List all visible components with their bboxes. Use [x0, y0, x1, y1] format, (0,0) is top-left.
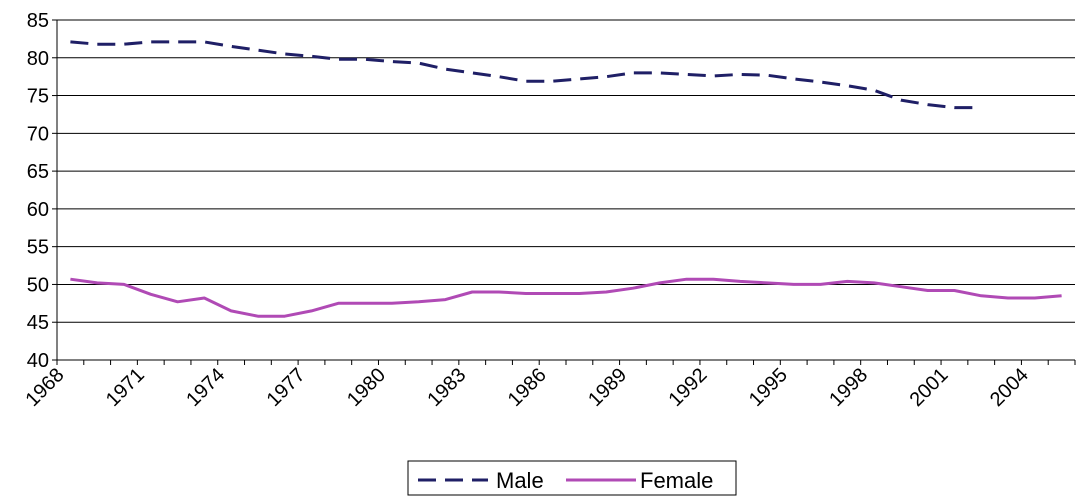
x-tick-label: 1995 [745, 364, 792, 411]
y-tick-label: 80 [27, 48, 49, 70]
y-tick-label: 40 [27, 350, 49, 372]
x-tick-label: 1977 [263, 364, 310, 411]
y-tick-label: 65 [27, 161, 49, 183]
series-lines [70, 40, 1062, 318]
x-tick-label: 1989 [584, 364, 631, 411]
y-tick-label: 85 [27, 10, 49, 32]
x-tick-label: 1992 [664, 364, 711, 411]
y-tick-label: 45 [27, 312, 49, 334]
legend: Male Female [407, 460, 737, 496]
x-tick-label: 1974 [182, 364, 229, 411]
x-tick-label: 1971 [102, 364, 149, 411]
legend-box [407, 460, 737, 496]
legend-label-female: Female [640, 468, 713, 493]
x-tick-label: 2001 [906, 364, 953, 411]
y-tick-label: 50 [27, 274, 49, 296]
series-line-male [70, 40, 982, 110]
y-tick-labels: 40 45 50 55 60 65 70 75 80 85 [27, 10, 49, 372]
x-tick-label: 1998 [825, 364, 872, 411]
y-tick-label: 75 [27, 86, 49, 108]
y-tick-label: 60 [27, 199, 49, 221]
x-tick-label: 2004 [986, 364, 1033, 411]
legend-label-male: Male [496, 468, 544, 493]
y-tick-label: 70 [27, 123, 49, 145]
series-line-female [70, 277, 1062, 318]
x-tick-label: 1980 [343, 364, 390, 411]
x-tick-labels: 1968 1971 1974 1977 1980 1983 1986 1989 1992 1995… [22, 364, 1033, 411]
x-tick-label: 1983 [423, 364, 470, 411]
axes [52, 19, 1076, 365]
gridlines [57, 19, 1075, 323]
x-tick-label: 1986 [504, 364, 551, 411]
y-tick-label: 55 [27, 237, 49, 259]
